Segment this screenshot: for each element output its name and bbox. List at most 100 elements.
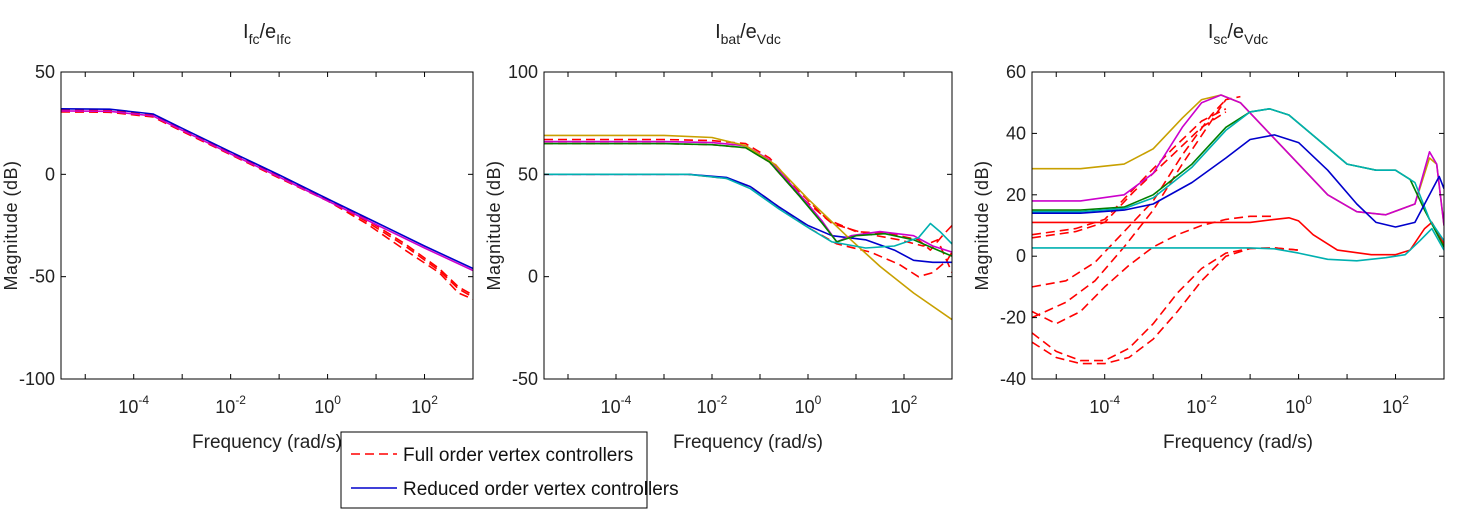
x-tick-base: 10	[697, 397, 717, 417]
x-tick-label: 10-2	[1186, 393, 1217, 417]
title-separator: /e	[740, 21, 757, 43]
y-tick-label: -100	[19, 369, 55, 389]
series-line-full-order-1	[1032, 99, 1227, 288]
x-axis-label: Frequency (rad/s)	[673, 432, 823, 453]
y-tick-label: 100	[508, 62, 538, 82]
x-tick-exponent: -4	[138, 393, 149, 407]
x-tick-exponent: -2	[717, 393, 728, 407]
series-line-reduced-order-3	[61, 108, 473, 270]
series-line-reduced-order-5	[544, 134, 952, 321]
y-tick-label: 40	[1006, 123, 1026, 143]
y-tick-label: 0	[45, 164, 55, 184]
x-tick-label: 100	[314, 393, 341, 417]
x-tick-base: 10	[601, 397, 621, 417]
series-group	[544, 134, 952, 321]
title-separator: /e	[1227, 21, 1244, 43]
x-tick-exponent: 2	[1402, 393, 1409, 407]
x-tick-base: 10	[1285, 397, 1305, 417]
series-line-reduced-order-10	[1032, 94, 1444, 226]
x-tick-base: 10	[314, 397, 334, 417]
axes-box	[60, 71, 474, 380]
title-subscript: sc	[1213, 31, 1227, 47]
series-line-full-order-2	[61, 110, 473, 298]
y-tick-label: 0	[528, 267, 538, 287]
series-line-full-order-1	[544, 173, 952, 278]
series-line-reduced-order-4	[544, 140, 952, 253]
x-tick-base: 10	[891, 397, 911, 417]
y-axis-label: Magnitude (dB)	[484, 160, 504, 290]
legend-label-0: Full order vertex controllers	[403, 445, 633, 466]
x-tick-base: 10	[215, 397, 235, 417]
x-tick-base: 10	[1186, 397, 1206, 417]
title-main: I	[243, 21, 249, 43]
x-tick-exponent: 0	[815, 393, 822, 407]
x-axis-label: Frequency (rad/s)	[192, 432, 342, 453]
y-tick-label: -20	[1000, 308, 1026, 328]
x-tick-exponent: -2	[1206, 393, 1217, 407]
title-subscript: bat	[721, 31, 741, 47]
x-tick-label: 102	[1382, 393, 1409, 417]
y-tick-label: 50	[35, 62, 55, 82]
x-axis-label: Frequency (rad/s)	[1163, 432, 1313, 453]
x-tick-label: 10-4	[118, 393, 149, 417]
x-tick-exponent: -4	[1109, 393, 1120, 407]
subplot-title: Ifc/eIfc	[243, 21, 291, 47]
series-line-full-order-1	[61, 111, 473, 300]
y-tick-label: -50	[29, 267, 55, 287]
x-tick-exponent: 2	[431, 393, 438, 407]
legend-box	[340, 431, 648, 509]
y-tick-label: 0	[1016, 246, 1026, 266]
series-line-full-order-3	[1032, 111, 1227, 239]
series-group	[1032, 94, 1444, 365]
x-tick-exponent: -4	[621, 393, 632, 407]
x-tick-label: 10-2	[215, 393, 246, 417]
series-line-reduced-order-9	[1032, 94, 1444, 226]
series-line-full-order-6	[1032, 215, 1275, 325]
x-tick-label: 10-4	[1089, 393, 1120, 417]
series-line-reduced-order-3	[544, 173, 952, 264]
x-tick-exponent: -2	[235, 393, 246, 407]
title-subscript-2: Ifc	[276, 31, 291, 47]
series-line-reduced-order-4	[61, 110, 473, 272]
y-tick-label: 60	[1006, 62, 1026, 82]
subplot-title: Isc/eVdc	[1208, 21, 1268, 47]
y-tick-label: 20	[1006, 185, 1026, 205]
y-axis-label: Magnitude (dB)	[1, 160, 21, 290]
series-line-reduced-order-6	[544, 142, 952, 257]
legend: Full order vertex controllers Reduced ord…	[340, 431, 679, 509]
x-tick-base: 10	[1382, 397, 1402, 417]
series-line-full-order-2	[1032, 108, 1227, 236]
axes-box	[1031, 71, 1445, 380]
x-tick-base: 10	[118, 397, 138, 417]
x-tick-base: 10	[1089, 397, 1109, 417]
x-tick-label: 10-2	[697, 393, 728, 417]
series-line-reduced-order-7	[544, 173, 952, 249]
x-tick-base: 10	[795, 397, 815, 417]
axes-box	[543, 71, 953, 380]
series-line-full-order-0	[61, 109, 473, 296]
title-subscript: fc	[249, 31, 260, 47]
series-line-reduced-order-7	[1032, 217, 1444, 256]
series-group	[61, 108, 473, 300]
subplot-title: Ibat/eVdc	[715, 21, 781, 47]
x-tick-exponent: 0	[334, 393, 341, 407]
series-line-full-order-4	[1032, 247, 1299, 362]
y-tick-label: -40	[1000, 369, 1026, 389]
x-tick-label: 100	[1285, 393, 1312, 417]
series-line-reduced-order-12	[1032, 108, 1444, 242]
series-line-full-order-0	[1032, 95, 1241, 319]
y-tick-label: -50	[512, 369, 538, 389]
title-subscript-2: Vdc	[757, 31, 781, 47]
title-main: I	[1208, 21, 1214, 43]
x-tick-label: 102	[891, 393, 918, 417]
y-axis-label: Magnitude (dB)	[972, 160, 992, 290]
series-line-full-order-5	[1032, 247, 1299, 365]
y-tick-label: 50	[518, 164, 538, 184]
title-separator: /e	[259, 21, 276, 43]
x-tick-label: 100	[795, 393, 822, 417]
x-tick-exponent: 0	[1305, 393, 1312, 407]
